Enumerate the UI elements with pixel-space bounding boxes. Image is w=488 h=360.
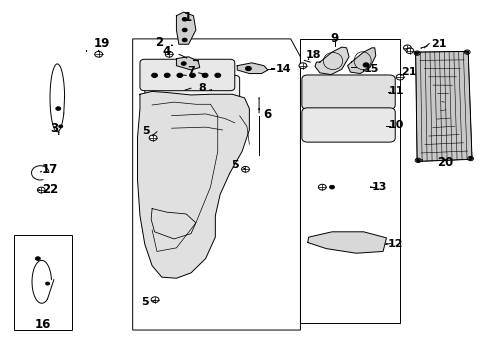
- Text: 6: 6: [263, 108, 271, 121]
- Polygon shape: [347, 48, 375, 73]
- Polygon shape: [237, 63, 267, 73]
- FancyBboxPatch shape: [140, 59, 234, 91]
- Text: 22: 22: [42, 183, 58, 196]
- Circle shape: [405, 48, 413, 54]
- Circle shape: [403, 45, 410, 51]
- Text: 18: 18: [305, 50, 321, 60]
- Circle shape: [95, 51, 102, 57]
- Text: 5: 5: [230, 160, 238, 170]
- Circle shape: [416, 159, 419, 161]
- Circle shape: [35, 257, 40, 260]
- Circle shape: [395, 74, 403, 80]
- Circle shape: [151, 73, 157, 77]
- Circle shape: [56, 107, 61, 111]
- Text: 3: 3: [50, 122, 58, 135]
- Circle shape: [415, 52, 418, 54]
- Text: 17: 17: [42, 163, 58, 176]
- Circle shape: [214, 73, 220, 77]
- Text: 9: 9: [330, 32, 338, 45]
- Text: 20: 20: [436, 156, 452, 169]
- Polygon shape: [176, 57, 200, 70]
- Text: 21: 21: [430, 39, 446, 49]
- Polygon shape: [314, 47, 348, 75]
- Circle shape: [165, 51, 173, 57]
- Text: 13: 13: [371, 182, 386, 192]
- Circle shape: [298, 63, 306, 68]
- Polygon shape: [137, 91, 249, 278]
- Text: 14: 14: [275, 64, 291, 73]
- FancyBboxPatch shape: [301, 108, 394, 142]
- Circle shape: [182, 18, 187, 21]
- Text: 10: 10: [388, 120, 403, 130]
- Text: 12: 12: [386, 239, 402, 249]
- FancyBboxPatch shape: [144, 75, 239, 102]
- Circle shape: [468, 157, 471, 159]
- Circle shape: [37, 187, 45, 193]
- Text: 4: 4: [162, 45, 170, 58]
- Circle shape: [465, 51, 468, 53]
- Circle shape: [59, 125, 62, 128]
- Text: 19: 19: [93, 37, 109, 50]
- Circle shape: [182, 38, 187, 42]
- Text: 8: 8: [198, 83, 205, 93]
- Circle shape: [329, 185, 334, 189]
- Text: 11: 11: [387, 86, 403, 96]
- Circle shape: [363, 63, 368, 67]
- Circle shape: [182, 28, 187, 32]
- Text: 15: 15: [363, 64, 378, 74]
- Polygon shape: [307, 232, 386, 253]
- Circle shape: [318, 184, 325, 190]
- Polygon shape: [415, 51, 471, 161]
- Circle shape: [241, 166, 249, 172]
- Text: 16: 16: [35, 318, 51, 331]
- Bar: [300, 39, 399, 323]
- Circle shape: [164, 73, 170, 77]
- Text: 1: 1: [183, 11, 191, 24]
- Circle shape: [181, 62, 186, 65]
- Polygon shape: [176, 12, 196, 44]
- Text: 5: 5: [142, 126, 150, 136]
- Circle shape: [245, 66, 251, 71]
- Circle shape: [45, 282, 49, 285]
- Circle shape: [202, 73, 207, 77]
- Text: 2: 2: [155, 36, 163, 49]
- Circle shape: [189, 73, 195, 77]
- Circle shape: [151, 297, 159, 302]
- FancyBboxPatch shape: [301, 75, 394, 109]
- Bar: [14, 235, 72, 330]
- Circle shape: [177, 73, 183, 77]
- Text: 5: 5: [141, 297, 149, 307]
- Text: 7: 7: [187, 66, 195, 76]
- Text: 21: 21: [400, 67, 416, 77]
- Circle shape: [149, 135, 157, 141]
